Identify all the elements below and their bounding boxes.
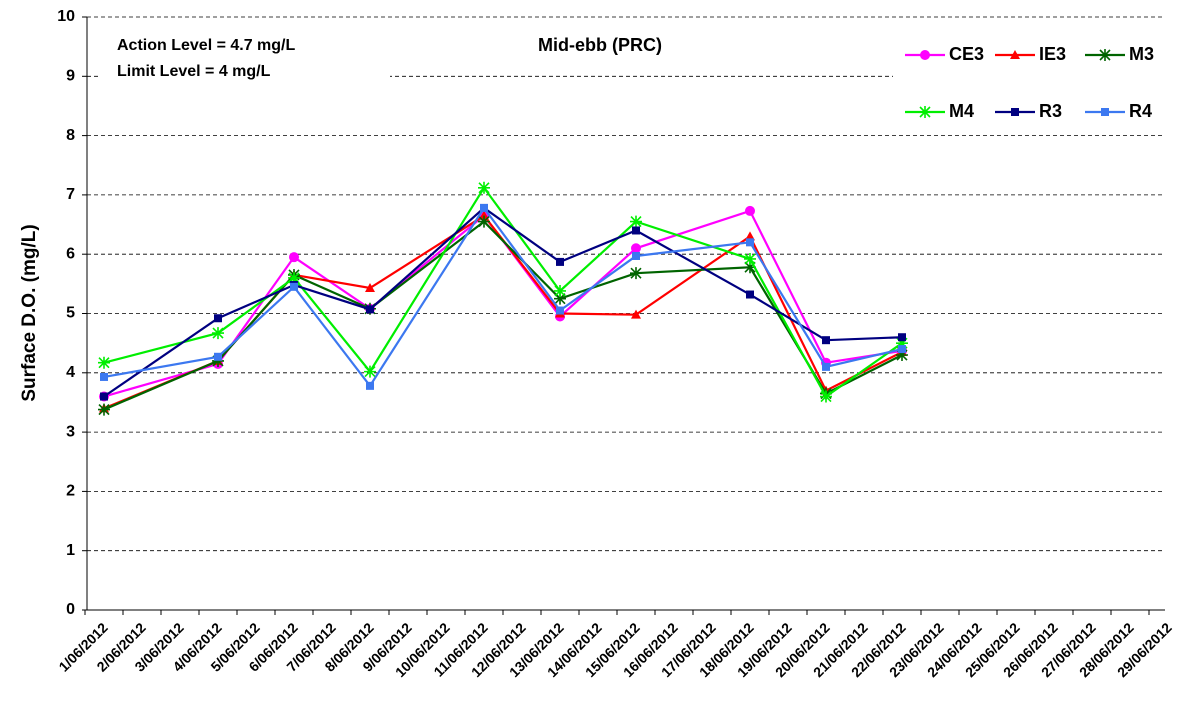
marker [214,314,222,323]
marker [631,243,641,254]
marker [290,282,298,291]
legend-label: M3 [1129,44,1154,64]
marker [366,305,374,314]
marker [288,271,300,284]
y-tick-label: 8 [66,127,75,144]
marker [479,210,489,220]
annotation-box [98,28,390,88]
marker [898,345,906,354]
series-line [103,206,903,388]
marker [100,392,108,401]
y-tick-label: 6 [66,245,75,262]
y-tick-label: 10 [57,8,75,25]
marker [554,292,566,305]
marker [480,203,488,212]
marker [554,284,566,297]
marker [366,381,374,390]
marker [630,215,642,228]
marker [822,362,830,371]
y-tick-label: 7 [66,186,75,203]
series-line [103,206,903,398]
y-tick-label: 2 [66,483,75,500]
grid [87,16,1165,552]
marker [746,238,754,247]
legend-label: R4 [1129,101,1152,121]
legend-marker [1010,50,1020,59]
series-line [103,185,903,399]
marker [100,372,108,381]
plot [98,181,908,416]
legend-label: R3 [1039,101,1062,121]
y-axis-title: Surface D.O. (mg/L) [19,224,40,401]
annotation: Limit Level = 4 mg/L [117,63,271,80]
y-tick-label: 9 [66,68,75,85]
legend-marker [920,50,930,60]
marker [632,251,640,260]
marker [744,261,756,274]
y-tick-label: 3 [66,423,75,440]
y-tick-label: 4 [66,364,75,381]
marker [212,354,224,367]
marker [630,267,642,280]
y-tick-label: 0 [66,601,75,618]
legend-label: CE3 [949,44,984,64]
marker [214,352,222,361]
marker [478,215,490,228]
marker [631,309,641,319]
annotation: Action Level = 4.7 mg/L [117,37,296,54]
marker [556,306,564,315]
marker [632,226,640,235]
marker [896,337,908,350]
marker [289,252,299,263]
marker [746,290,754,299]
marker [745,231,755,241]
marker [478,181,490,194]
legend-marker [919,106,931,118]
legend-marker [1099,49,1111,61]
marker [896,349,908,362]
marker [365,283,375,293]
series-line [103,214,903,410]
marker [744,252,756,265]
y-tick-label: 1 [66,542,75,559]
marker [364,365,376,378]
marker [898,333,906,342]
marker [98,403,110,416]
legend-marker [1101,108,1109,116]
legend-marker [1011,108,1019,116]
marker [98,356,110,369]
marker [745,205,755,216]
marker [556,257,564,266]
y-tick-label: 5 [66,305,75,322]
marker [212,327,224,340]
legend-label: IE3 [1039,44,1066,64]
marker [822,336,830,345]
chart-title: Mid-ebb (PRC) [538,35,662,55]
marker [820,390,832,403]
legend-label: M4 [949,101,974,121]
